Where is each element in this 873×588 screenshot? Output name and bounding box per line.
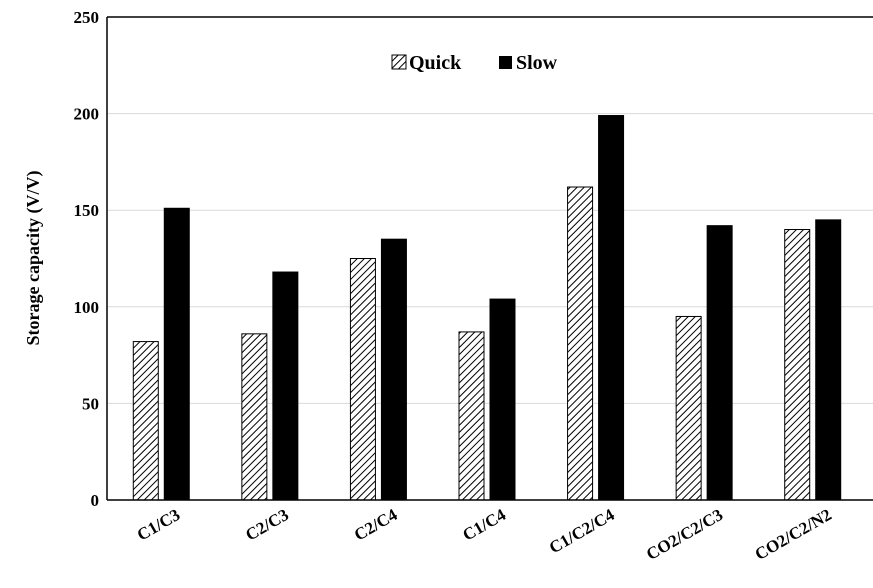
x-tick-label: C1/C3 xyxy=(134,505,184,545)
bar-quick-c1-c4 xyxy=(458,331,485,501)
x-tick-label: C2/C3 xyxy=(242,505,292,545)
y-tick-label: 250 xyxy=(74,8,100,27)
x-tick-label: C1/C2/C4 xyxy=(546,505,618,558)
x-tick-label: CO2/C2/N2 xyxy=(752,505,835,564)
y-tick-label: 0 xyxy=(91,491,100,510)
x-tick-label: C1/C4 xyxy=(459,505,509,545)
y-tick-label: 50 xyxy=(82,394,99,413)
y-tick-label: 150 xyxy=(74,201,100,220)
legend-label-slow: Slow xyxy=(516,52,558,74)
axes xyxy=(106,16,873,501)
x-tick-label: C2/C4 xyxy=(351,505,401,545)
bar-quick-c1-c2-c4 xyxy=(567,186,594,501)
y-tick-labels: 0 50 100 150 200 250 xyxy=(74,8,100,510)
legend-swatch-slow xyxy=(499,56,512,69)
bar-quick-c1-c3 xyxy=(132,341,159,501)
bar-quick-c2-c3 xyxy=(241,333,268,501)
x-tick-label: CO2/C2/C3 xyxy=(643,505,726,564)
bar-quick-co2-c2-c3 xyxy=(675,315,702,501)
y-tick-label: 200 xyxy=(74,105,100,124)
legend-label-quick: Quick xyxy=(409,52,462,74)
x-tick-labels: C1/C3 C2/C3 C2/C4 C1/C4 C1/C2/C4 CO2/C2/C3 CO2… xyxy=(134,505,835,564)
bar-slow-co2-c2-c3 xyxy=(706,225,733,501)
legend: Quick Slow xyxy=(391,52,558,74)
legend-swatch-quick xyxy=(391,54,407,70)
bar-slow-c1-c3 xyxy=(163,207,190,501)
bar-slow-c1-c2-c4 xyxy=(598,115,625,501)
bar-slow-c2-c3 xyxy=(272,271,299,501)
bar-slow-c1-c4 xyxy=(489,298,516,501)
bar-quick-co2-c2-n2 xyxy=(784,229,811,501)
bars xyxy=(132,115,842,501)
bar-slow-co2-c2-n2 xyxy=(815,219,842,501)
bar-slow-c2-c4 xyxy=(380,238,407,501)
y-axis-title: Storage capacity (V/V) xyxy=(23,171,44,346)
y-tick-label: 100 xyxy=(74,298,100,317)
bar-quick-c2-c4 xyxy=(349,258,376,501)
